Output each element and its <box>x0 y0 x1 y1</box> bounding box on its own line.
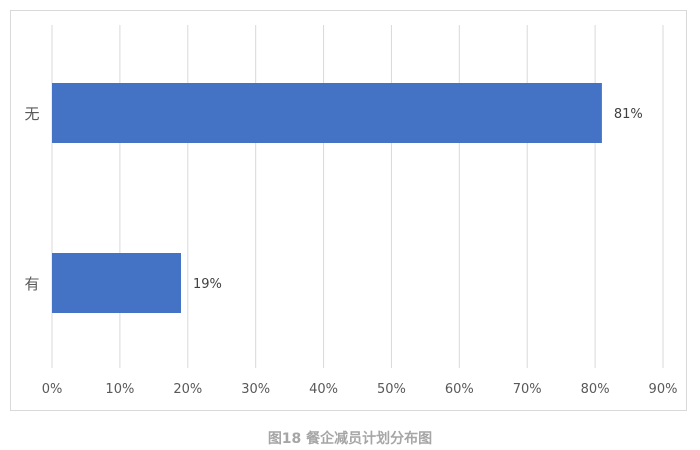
x-tick-label: 90% <box>649 382 678 397</box>
x-tick-label: 40% <box>309 382 338 397</box>
bar-0 <box>52 83 602 143</box>
bar-1 <box>52 253 181 313</box>
chart-frame <box>10 10 687 411</box>
x-tick-label: 60% <box>445 382 474 397</box>
data-label: 81% <box>614 107 643 122</box>
data-label: 19% <box>193 277 222 292</box>
bar-chart: 0% 10% 20% 30% 40% 50% 60% 70% 80% 90% 无 81% 有 19% <box>24 25 678 397</box>
x-tick-label: 30% <box>241 382 270 397</box>
category-label: 有 <box>24 275 39 293</box>
x-tick-label: 80% <box>581 382 610 397</box>
x-tick-label: 50% <box>377 382 406 397</box>
x-tick-label: 10% <box>105 382 134 397</box>
chart-caption: 图18 餐企减员计划分布图 <box>267 431 433 447</box>
x-tick-label: 20% <box>173 382 202 397</box>
x-tick-label: 0% <box>42 382 63 397</box>
x-tick-label: 70% <box>513 382 542 397</box>
category-label: 无 <box>24 105 39 123</box>
